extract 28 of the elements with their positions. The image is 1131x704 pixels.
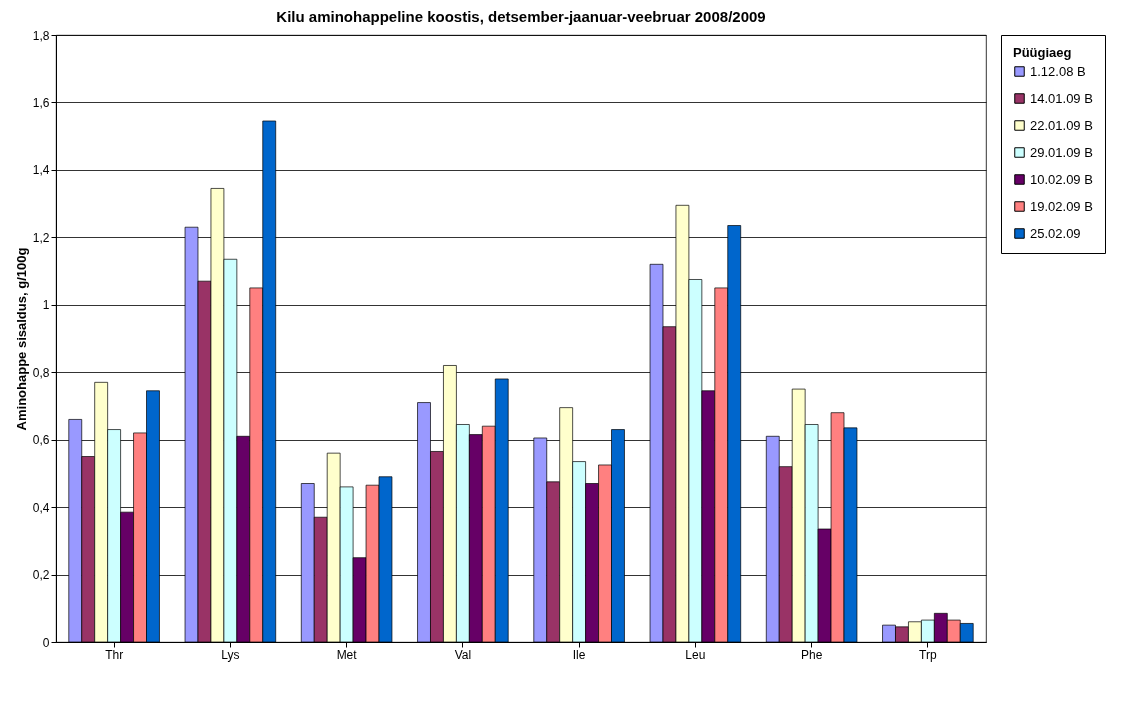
- x-tick-label: Phe: [800, 647, 823, 662]
- x-tick-label: Leu: [685, 647, 706, 662]
- x-tick-label: Met: [336, 647, 358, 662]
- y-tick-label: 1,6: [32, 95, 50, 110]
- y-tick-label: 1: [42, 298, 50, 313]
- legend-title: Püügiaeg: [1013, 45, 1072, 60]
- y-tick-label: 0,4: [32, 500, 50, 515]
- x-tick-label: Trp: [919, 647, 937, 662]
- chart-title: Kilu aminohappeline koostis, detsember-jaanuar-veebruar 2008/2009: [276, 8, 766, 25]
- legend-label: 29.01.09 B: [1030, 144, 1093, 160]
- legend-label: 22.01.09 B: [1030, 117, 1093, 133]
- x-tick-label: Ile: [572, 647, 586, 662]
- legend-label: 1.12.08 B: [1030, 63, 1086, 79]
- legend-label: 19.02.09 B: [1030, 198, 1093, 214]
- y-axis-title: Aminohappe sisaldus, g/100g: [13, 247, 29, 431]
- x-tick-label: Thr: [105, 647, 124, 662]
- y-tick-label: 1,8: [32, 28, 50, 43]
- y-tick-label: 0,8: [32, 365, 50, 380]
- y-tick-label: 1,4: [32, 163, 50, 178]
- y-tick-label: 0: [42, 635, 50, 650]
- y-tick-label: 0,2: [32, 568, 50, 583]
- x-tick-label: Lys: [221, 647, 240, 662]
- y-tick-label: 1,2: [32, 230, 50, 245]
- legend-label: 25.02.09: [1030, 225, 1081, 241]
- legend-label: 10.02.09 B: [1030, 171, 1093, 187]
- x-tick-label: Val: [454, 647, 472, 662]
- y-tick-label: 0,6: [32, 433, 50, 448]
- legend-label: 14.01.09 B: [1030, 90, 1093, 106]
